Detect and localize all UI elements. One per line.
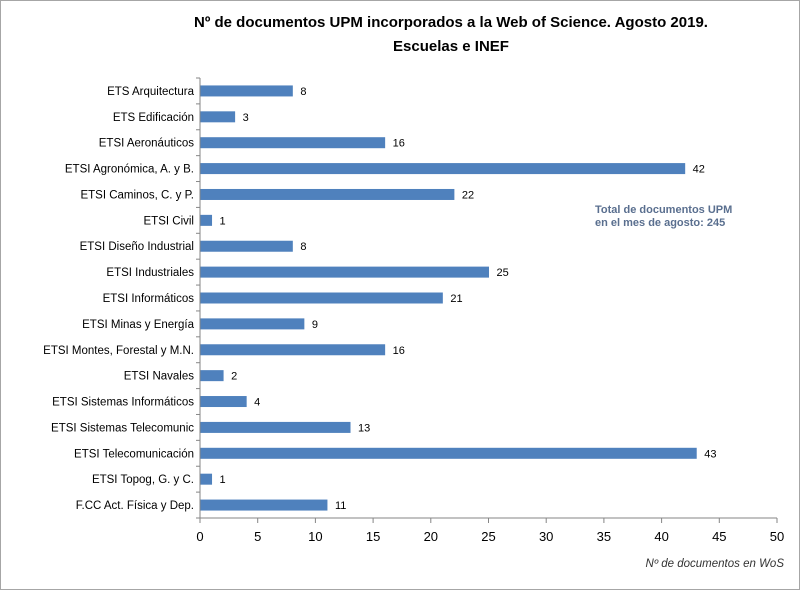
data-label: 21 xyxy=(450,293,462,305)
x-tick-label: 35 xyxy=(597,529,611,544)
x-axis-title: Nº de documentos en WoS xyxy=(646,558,785,570)
bar xyxy=(200,344,386,356)
bar xyxy=(200,111,236,123)
category-label: ETSI Civil xyxy=(144,215,194,227)
category-label: ETS Arquitectura xyxy=(107,86,195,98)
category-label: ETSI Navales xyxy=(124,371,195,383)
category-label: ETSI Topog, G. y C. xyxy=(92,474,194,486)
bar xyxy=(200,447,697,459)
chart-title: Nº de documentos UPM incorporados a la W… xyxy=(151,11,751,59)
x-tick-label: 50 xyxy=(770,529,784,544)
data-label: 16 xyxy=(393,138,405,150)
category-label: ETSI Telecomunicación xyxy=(74,448,194,460)
data-label: 2 xyxy=(231,371,237,383)
x-tick-label: 10 xyxy=(308,529,322,544)
x-tick-label: 45 xyxy=(712,529,726,544)
data-label: 25 xyxy=(497,267,509,279)
annotation-line-1: Total de documentos UPM xyxy=(595,204,733,216)
data-label: 11 xyxy=(335,500,346,512)
data-label: 8 xyxy=(300,241,306,253)
category-label: F.CC Act. Física y Dep. xyxy=(76,500,194,512)
x-tick-label: 15 xyxy=(366,529,380,544)
bar xyxy=(200,240,293,252)
data-label: 22 xyxy=(462,189,474,201)
x-tick-label: 5 xyxy=(254,529,261,544)
chart-subtitle: Escuelas e INEF xyxy=(393,38,509,55)
bar xyxy=(200,473,213,485)
category-label: ETSI Montes, Forestal y M.N. xyxy=(43,345,194,357)
bar xyxy=(200,85,293,97)
bar xyxy=(200,318,305,330)
data-label: 13 xyxy=(358,422,370,434)
data-label: 4 xyxy=(254,397,260,409)
data-label: 9 xyxy=(312,319,318,331)
data-label: 1 xyxy=(220,474,226,486)
category-label: ETS Edificación xyxy=(113,112,194,124)
category-label: ETSI Industriales xyxy=(106,267,194,279)
x-tick-label: 30 xyxy=(539,529,553,544)
data-label: 42 xyxy=(693,164,705,176)
x-tick-label: 20 xyxy=(424,529,438,544)
category-label: ETSI Minas y Energía xyxy=(82,319,194,331)
category-label: ETSI Diseño Industrial xyxy=(80,241,194,253)
category-label: ETSI Sistemas Telecomunic xyxy=(51,422,194,434)
bar xyxy=(200,266,489,278)
x-tick-label: 25 xyxy=(481,529,495,544)
bar xyxy=(200,163,686,175)
data-label: 1 xyxy=(220,215,226,227)
category-label: ETSI Informáticos xyxy=(103,293,195,305)
data-label: 8 xyxy=(300,86,306,98)
bar xyxy=(200,421,351,433)
data-label: 43 xyxy=(704,448,716,460)
category-label: ETSI Agronómica, A. y B. xyxy=(65,164,194,176)
bar xyxy=(200,370,224,382)
bar xyxy=(200,214,213,226)
category-label: ETSI Aeronáuticos xyxy=(99,138,194,150)
bar xyxy=(200,188,455,200)
data-label: 3 xyxy=(243,112,249,124)
bar xyxy=(200,499,328,511)
bar xyxy=(200,396,247,408)
annotation-line-2: en el mes de agosto: 245 xyxy=(595,217,726,229)
data-label: 16 xyxy=(393,345,405,357)
total-annotation: Total de documentos UPM en el mes de ago… xyxy=(595,204,732,230)
x-tick-label: 0 xyxy=(196,529,203,544)
category-label: ETSI Caminos, C. y P. xyxy=(80,189,194,201)
category-label: ETSI Sistemas Informáticos xyxy=(52,397,194,409)
x-tick-label: 40 xyxy=(654,529,668,544)
bar xyxy=(200,137,386,149)
chart-title-line: Nº de documentos UPM incorporados a la W… xyxy=(194,14,708,31)
bar xyxy=(200,292,443,304)
